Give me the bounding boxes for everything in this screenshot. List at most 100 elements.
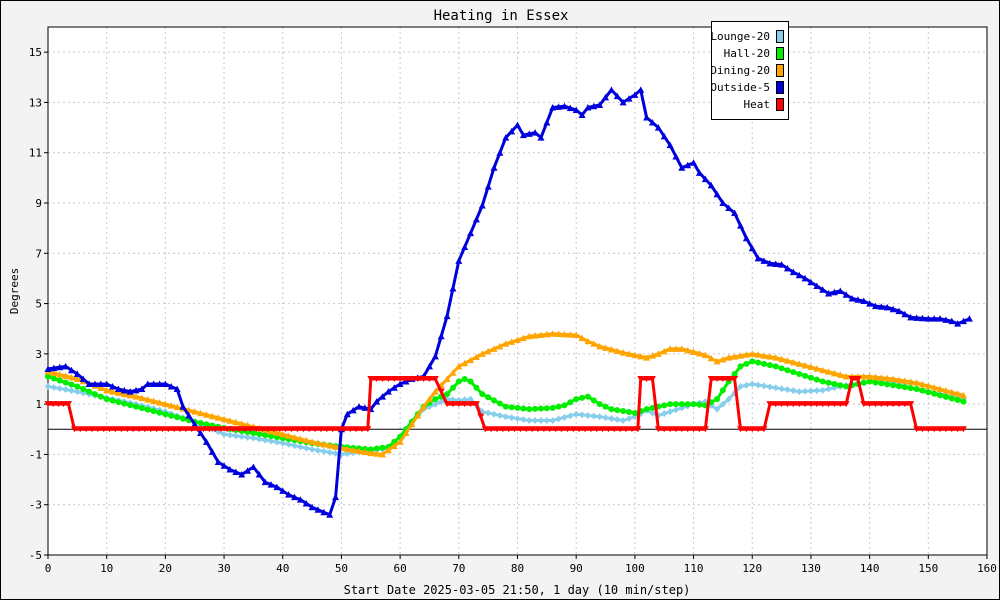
data-point-heat	[654, 426, 662, 433]
data-point-outside-5	[783, 264, 791, 272]
data-point-dining-20	[960, 391, 968, 399]
data-point-outside-5	[150, 380, 158, 388]
data-point-heat	[737, 426, 745, 433]
data-point-outside-5	[320, 508, 328, 516]
data-point-hall-20	[555, 403, 562, 410]
data-point-dining-20	[613, 347, 621, 355]
data-point-heat	[760, 426, 768, 433]
data-point-hall-20	[50, 375, 57, 382]
data-point-lounge-20	[608, 415, 615, 423]
data-point-heat	[396, 376, 404, 382]
data-point-outside-5	[584, 103, 592, 111]
data-point-dining-20	[748, 350, 756, 357]
data-point-hall-20	[684, 401, 691, 408]
data-point-outside-5	[572, 106, 580, 113]
data-point-lounge-20	[496, 411, 503, 419]
data-point-heat	[44, 401, 52, 408]
data-point-outside-5	[602, 93, 610, 101]
data-point-outside-5	[514, 121, 521, 129]
data-point-lounge-20	[432, 400, 439, 408]
data-point-dining-20	[279, 430, 287, 438]
data-point-lounge-20	[772, 384, 779, 392]
data-point-lounge-20	[532, 416, 539, 424]
data-point-hall-20	[743, 360, 750, 367]
data-point-outside-5	[73, 370, 81, 377]
data-point-hall-20	[614, 407, 621, 414]
series-layer	[44, 86, 973, 518]
data-point-heat	[264, 426, 272, 433]
data-point-lounge-20	[232, 432, 239, 440]
data-point-dining-20	[590, 340, 598, 347]
data-point-lounge-20	[502, 413, 509, 421]
data-point-dining-20	[883, 374, 891, 382]
data-point-heat	[552, 426, 560, 433]
data-point-lounge-20	[749, 380, 756, 388]
data-point-outside-5	[560, 102, 568, 110]
data-point-dining-20	[731, 353, 739, 360]
data-point-outside-5	[296, 496, 304, 503]
data-point-lounge-20	[790, 387, 797, 395]
data-point-heat	[373, 376, 381, 382]
data-point-dining-20	[707, 354, 715, 362]
data-point-dining-20	[907, 378, 915, 385]
data-point-dining-20	[936, 385, 944, 393]
data-point-dining-20	[455, 362, 463, 370]
data-point-lounge-20	[250, 434, 257, 442]
data-point-heat	[575, 426, 583, 433]
data-point-dining-20	[602, 344, 610, 351]
data-point-outside-5	[261, 478, 269, 486]
data-point-dining-20	[167, 402, 175, 409]
data-point-dining-20	[742, 351, 750, 358]
data-point-outside-5	[549, 103, 557, 111]
data-point-heat	[358, 426, 366, 433]
legend-item-lounge-20: Lounge-20	[710, 28, 788, 45]
x-tick-label: 130	[801, 562, 821, 575]
data-point-heat	[147, 426, 155, 433]
data-point-outside-5	[877, 303, 885, 310]
legend-swatch	[776, 81, 784, 94]
data-point-dining-20	[725, 354, 733, 361]
data-point-outside-5	[44, 365, 52, 372]
data-point-lounge-20	[561, 413, 568, 421]
data-point-dining-20	[625, 350, 633, 357]
data-point-hall-20	[596, 401, 603, 408]
data-point-hall-20	[948, 395, 955, 402]
data-point-heat	[563, 426, 571, 433]
data-point-dining-20	[478, 350, 486, 357]
x-tick-label: 90	[570, 562, 583, 575]
data-point-heat	[65, 401, 73, 408]
data-point-dining-20	[842, 372, 850, 380]
data-point-hall-20	[109, 397, 116, 404]
data-point-outside-5	[267, 481, 275, 488]
data-point-hall-20	[895, 383, 902, 390]
data-point-outside-5	[578, 111, 586, 118]
data-point-dining-20	[648, 352, 656, 359]
data-point-lounge-20	[279, 439, 286, 447]
data-point-hall-20	[567, 399, 574, 406]
data-point-hall-20	[127, 402, 134, 409]
data-point-hall-20	[843, 383, 850, 390]
data-point-outside-5	[343, 410, 351, 418]
data-point-lounge-20	[314, 446, 321, 454]
data-point-dining-20	[361, 448, 369, 456]
data-point-hall-20	[631, 409, 638, 416]
data-point-heat	[106, 426, 114, 433]
data-point-dining-20	[367, 449, 375, 457]
data-point-dining-20	[637, 352, 645, 360]
data-point-heat	[282, 426, 290, 433]
data-point-dining-20	[355, 447, 363, 455]
data-point-outside-5	[590, 102, 598, 110]
data-point-lounge-20	[667, 408, 674, 416]
data-point-dining-20	[877, 374, 885, 381]
data-point-dining-20	[161, 400, 169, 408]
data-point-dining-20	[490, 345, 498, 352]
data-point-dining-20	[197, 409, 205, 417]
data-point-heat	[672, 426, 680, 433]
data-point-hall-20	[942, 393, 949, 400]
data-point-dining-20	[813, 365, 821, 372]
data-point-hall-20	[156, 409, 163, 416]
data-point-outside-5	[754, 254, 762, 262]
data-point-outside-5	[197, 429, 205, 437]
data-point-outside-5	[244, 467, 252, 474]
